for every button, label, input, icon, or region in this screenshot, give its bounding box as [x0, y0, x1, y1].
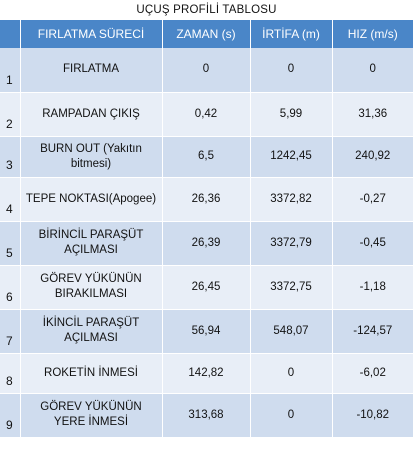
header-altitude: İRTİFA (m) — [250, 20, 333, 48]
table-row: 4 TEPE NOKTASI(Apogee) 26,36 3372,82 -0,… — [0, 177, 413, 222]
table-row: 9 GÖREV YÜKÜNÜN YERE İNMESİ 313,68 0 -10… — [0, 393, 413, 438]
row-speed: -6,02 — [332, 353, 413, 394]
table-row: 1 FIRLATMA 0 0 0 — [0, 48, 413, 93]
row-phase: BURN OUT (Yakıtın bitmesi) — [20, 136, 163, 178]
row-index: 2 — [0, 92, 21, 137]
row-time: 142,82 — [162, 353, 251, 394]
row-time: 0 — [162, 48, 251, 93]
row-phase: BİRİNCİL PARAŞÜT AÇILMASI — [20, 221, 163, 266]
row-speed: -0,27 — [332, 177, 413, 222]
row-speed: -124,57 — [332, 309, 413, 354]
header-row: FIRLATMA SÜRECİ ZAMAN (s) İRTİFA (m) HIZ… — [0, 20, 413, 48]
header-speed: HIZ (m/s) — [332, 20, 413, 48]
row-time: 313,68 — [162, 393, 251, 438]
row-index: 4 — [0, 177, 21, 222]
row-phase: FIRLATMA — [20, 48, 163, 93]
row-time: 26,36 — [162, 177, 251, 222]
row-altitude: 3372,82 — [250, 177, 333, 222]
row-time: 26,39 — [162, 221, 251, 266]
row-speed: 0 — [332, 48, 413, 93]
row-index: 3 — [0, 136, 21, 178]
row-index: 5 — [0, 221, 21, 266]
row-phase: ROKETİN İNMESİ — [20, 353, 163, 394]
row-altitude: 5,99 — [250, 92, 333, 137]
header-time: ZAMAN (s) — [162, 20, 251, 48]
flight-profile-table: FIRLATMA SÜRECİ ZAMAN (s) İRTİFA (m) HIZ… — [0, 20, 413, 438]
header-index — [0, 20, 21, 48]
table-row: 8 ROKETİN İNMESİ 142,82 0 -6,02 — [0, 353, 413, 394]
table-row: 6 GÖREV YÜKÜNÜN BIRAKILMASI 26,45 3372,7… — [0, 265, 413, 310]
row-index: 1 — [0, 48, 21, 93]
header-phase: FIRLATMA SÜRECİ — [20, 20, 163, 48]
row-altitude: 0 — [250, 353, 333, 394]
row-speed: 31,36 — [332, 92, 413, 137]
row-phase: TEPE NOKTASI(Apogee) — [20, 177, 163, 222]
row-speed: -0,45 — [332, 221, 413, 266]
table-row: 5 BİRİNCİL PARAŞÜT AÇILMASI 26,39 3372,7… — [0, 221, 413, 266]
table-title: UÇUŞ PROFİLİ TABLOSU — [136, 4, 277, 16]
row-altitude: 1242,45 — [250, 136, 333, 178]
row-speed: -10,82 — [332, 393, 413, 438]
row-altitude: 3372,79 — [250, 221, 333, 266]
table-row: 7 İKİNCİL PARAŞÜT AÇILMASI 56,94 548,07 … — [0, 309, 413, 354]
row-altitude: 0 — [250, 48, 333, 93]
row-altitude: 0 — [250, 393, 333, 438]
row-time: 6,5 — [162, 136, 251, 178]
row-speed: -1,18 — [332, 265, 413, 310]
row-index: 6 — [0, 265, 21, 310]
row-time: 26,45 — [162, 265, 251, 310]
row-altitude: 3372,75 — [250, 265, 333, 310]
row-phase: GÖREV YÜKÜNÜN YERE İNMESİ — [20, 393, 163, 438]
row-phase: GÖREV YÜKÜNÜN BIRAKILMASI — [20, 265, 163, 310]
row-index: 7 — [0, 309, 21, 354]
row-index: 8 — [0, 353, 21, 394]
row-index: 9 — [0, 393, 21, 438]
row-speed: 240,92 — [332, 136, 413, 178]
row-phase: RAMPADAN ÇIKIŞ — [20, 92, 163, 137]
table-row: 2 RAMPADAN ÇIKIŞ 0,42 5,99 31,36 — [0, 92, 413, 137]
table-row: 3 BURN OUT (Yakıtın bitmesi) 6,5 1242,45… — [0, 136, 413, 178]
row-time: 56,94 — [162, 309, 251, 354]
row-time: 0,42 — [162, 92, 251, 137]
row-phase: İKİNCİL PARAŞÜT AÇILMASI — [20, 309, 163, 354]
row-altitude: 548,07 — [250, 309, 333, 354]
